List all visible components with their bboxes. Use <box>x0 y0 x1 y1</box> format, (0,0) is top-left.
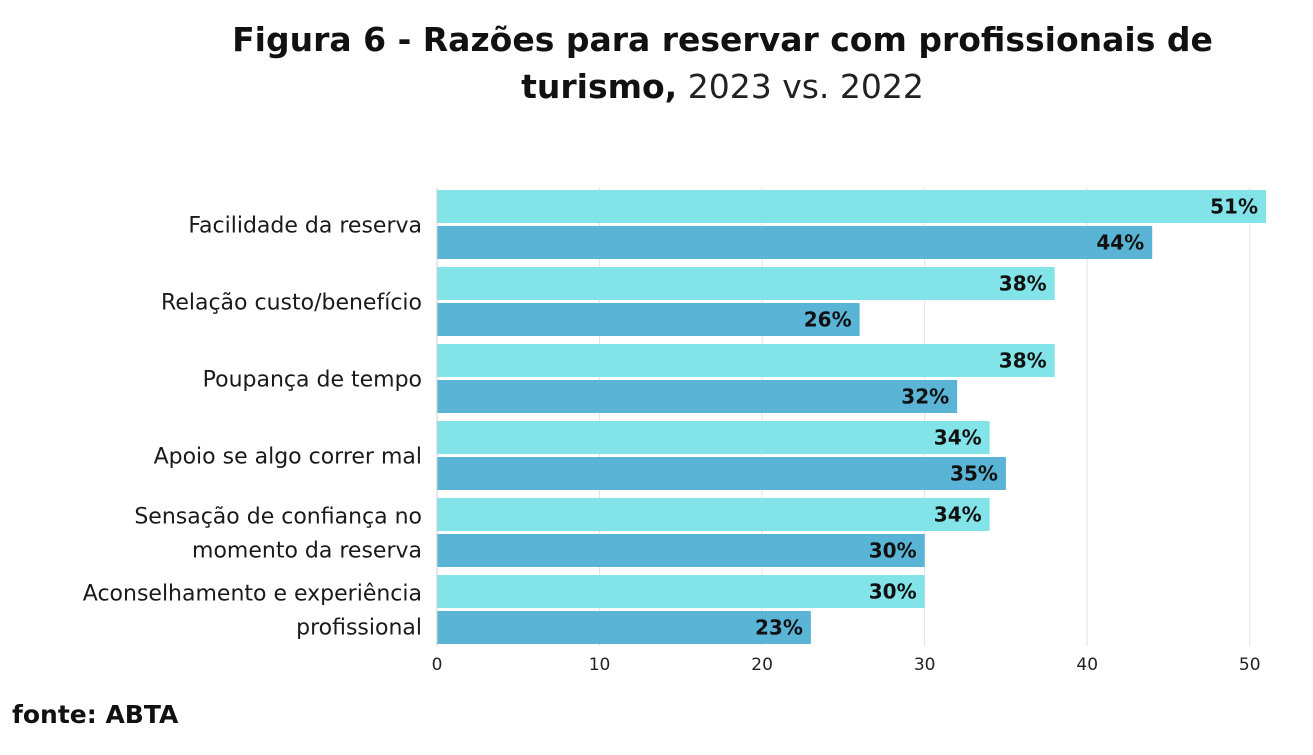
bar-4-0 <box>437 498 990 531</box>
bar-0-1 <box>437 226 1153 259</box>
x-tick-label-3: 30 <box>914 655 936 675</box>
data-label-0-0: 51% <box>1210 195 1258 219</box>
x-tick-label-1: 10 <box>589 655 611 675</box>
source-note: fonte: ABTA <box>12 700 179 729</box>
chart-title: Figura 6 - Razões para reservar com prof… <box>180 16 1265 110</box>
data-label-2-0: 38% <box>999 349 1047 373</box>
category-label-4-0: Sensação de confiança no <box>134 505 422 530</box>
bar-5-0 <box>437 575 925 608</box>
bar-5-1 <box>437 611 811 644</box>
x-tick-label-2: 20 <box>751 655 773 675</box>
category-label-2-0: Poupança de tempo <box>203 368 422 393</box>
data-label-2-1: 32% <box>901 385 949 409</box>
bar-3-0 <box>437 421 990 454</box>
data-label-4-0: 34% <box>934 503 982 527</box>
data-label-5-1: 23% <box>755 616 803 640</box>
bar-1-1 <box>437 303 860 336</box>
category-label-0-0: Facilidade da reserva <box>188 214 422 239</box>
bar-3-1 <box>437 457 1006 490</box>
bar-2-0 <box>437 344 1055 377</box>
chart-title-years: 2023 vs. 2022 <box>687 67 924 106</box>
bar-0-0 <box>437 190 1266 223</box>
category-label-4-1: momento da reserva <box>192 539 422 564</box>
chart-title-bold: Figura 6 - Razões para reservar com prof… <box>232 20 1213 106</box>
x-tick-label-4: 40 <box>1076 655 1098 675</box>
data-label-1-0: 38% <box>999 272 1047 296</box>
bar-2-1 <box>437 380 958 413</box>
bar-chart: 51% 44% Facilidade da reserva 38% 26% Relação… <box>83 188 1266 675</box>
data-label-3-1: 35% <box>950 462 998 486</box>
data-label-1-1: 26% <box>804 308 852 332</box>
x-tick-label-0: 0 <box>432 655 443 675</box>
category-label-3-0: Apoio se algo correr mal <box>154 445 422 470</box>
data-label-3-0: 34% <box>934 426 982 450</box>
bar-4-1 <box>437 534 925 567</box>
x-tick-label-5: 50 <box>1239 655 1261 675</box>
data-label-4-1: 30% <box>869 539 917 563</box>
category-label-5-1: profissional <box>296 616 422 641</box>
data-label-5-0: 30% <box>869 580 917 604</box>
data-label-0-1: 44% <box>1096 231 1144 255</box>
category-label-1-0: Relação custo/benefício <box>161 291 422 316</box>
category-label-5-0: Aconselhamento e experiência <box>83 582 422 607</box>
bar-1-0 <box>437 267 1055 300</box>
